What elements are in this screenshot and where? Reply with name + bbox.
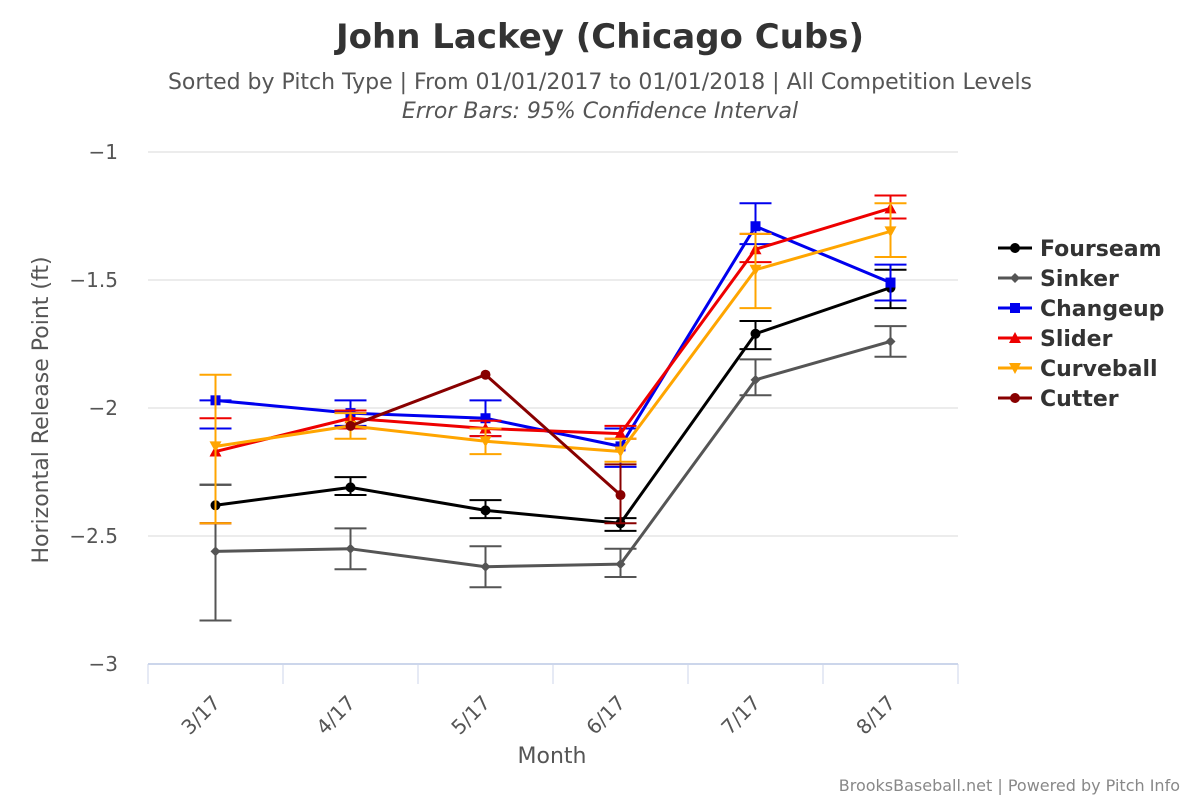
series-changeup [199,202,907,468]
x-tick-label: 5/17 [446,691,495,740]
x-tick-label: 3/17 [176,691,225,740]
data-point-sinker[interactable] [615,559,626,570]
chart-subtitle-error-bars: Error Bars: 95% Confidence Interval [402,99,798,124]
chart-subtitle: Sorted by Pitch Type | From 01/01/2017 t… [168,70,1032,95]
legend-label-slider: Slider [1040,327,1113,352]
series-line-slider [215,206,891,453]
legend-marker-changeup [1010,303,1020,313]
series-line-fourseam [215,286,891,525]
legend-label-curveball: Curveball [1040,357,1158,382]
data-point-curveball[interactable] [479,436,492,448]
y-tick-label: −2.5 [69,524,118,548]
y-tick-label: −1.5 [69,268,118,292]
data-point-sinker[interactable] [750,374,761,385]
legend-marker-cutter [1010,393,1020,403]
data-point-sinker[interactable] [345,543,356,554]
data-point-sinker[interactable] [480,561,491,572]
data-point-sinker[interactable] [885,336,896,347]
x-tick-label: 7/17 [716,691,765,740]
legend-item-sinker[interactable]: Sinker [998,267,1119,292]
x-axis-title: Month [518,744,587,769]
legend[interactable]: Fourseam Sinker Changeup Slider Curveball Cut… [998,237,1164,412]
legend-item-slider[interactable]: Slider [998,327,1113,352]
series-curveball [199,202,907,525]
chart-title: John Lackey (Chicago Cubs) [334,17,864,57]
series-line-curveball [215,229,891,454]
gridlines [148,151,958,537]
series-line-sinker [215,339,891,569]
plot-area [199,194,907,622]
data-point-changeup[interactable] [885,277,896,288]
legend-item-curveball[interactable]: Curveball [998,357,1158,382]
legend-item-cutter[interactable]: Cutter [998,387,1119,412]
data-point-fourseam[interactable] [480,505,491,516]
data-point-fourseam[interactable] [750,328,761,339]
legend-marker-fourseam [1010,243,1020,253]
series-fourseam [199,268,907,532]
data-point-changeup[interactable] [750,221,761,232]
data-point-curveball[interactable] [749,264,762,276]
legend-label-changeup: Changeup [1040,297,1164,322]
legend-marker-curveball [1009,363,1021,374]
data-point-cutter[interactable] [615,490,626,501]
y-tick-label: −2 [89,396,118,420]
legend-item-fourseam[interactable]: Fourseam [998,237,1162,262]
credits[interactable]: BrooksBaseball.net | Powered by Pitch In… [839,776,1180,795]
legend-marker-slider [1009,332,1021,343]
legend-marker-sinker [1010,273,1020,283]
data-point-cutter[interactable] [345,420,356,431]
y-tick-label: −1 [89,140,118,164]
y-tick-label: −3 [89,652,118,676]
legend-label-fourseam: Fourseam [1040,237,1162,262]
data-point-sinker[interactable] [210,546,221,557]
series-sinker [199,325,907,622]
data-point-cutter[interactable] [480,369,491,380]
legend-label-cutter: Cutter [1040,387,1119,412]
x-axis: 3/17 4/17 5/17 6/17 7/17 8/17 [147,663,959,740]
y-axis-title: Horizontal Release Point (ft) [29,256,54,563]
data-point-curveball[interactable] [209,441,222,453]
legend-label-sinker: Sinker [1040,267,1119,292]
data-point-fourseam[interactable] [345,482,356,493]
x-tick-label: 6/17 [581,691,630,740]
x-tick-label: 4/17 [311,691,360,740]
series-cutter [345,369,637,525]
x-tick-label: 8/17 [851,691,900,740]
data-point-curveball[interactable] [614,446,627,458]
data-point-curveball[interactable] [884,226,897,238]
y-axis-ticks: −1 −1.5 −2 −2.5 −3 [69,140,118,676]
data-point-slider[interactable] [614,427,627,439]
legend-item-changeup[interactable]: Changeup [998,297,1164,322]
data-point-changeup[interactable] [480,413,491,424]
